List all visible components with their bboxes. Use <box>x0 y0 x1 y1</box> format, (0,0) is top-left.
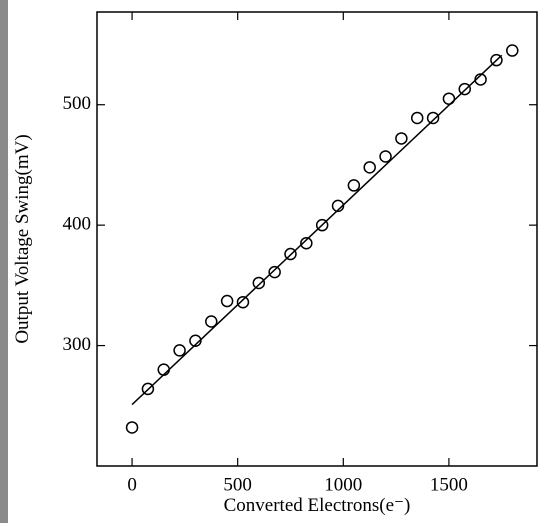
data-point <box>236 295 250 309</box>
data-point <box>363 161 376 174</box>
data-point <box>205 315 218 328</box>
background-strip <box>0 0 8 523</box>
data-point <box>157 363 170 376</box>
y-tick-label: 400 <box>63 214 92 235</box>
x-tick-label: 0 <box>127 474 137 495</box>
data-point <box>379 150 392 163</box>
plot-frame <box>96 11 538 467</box>
y-tick-label: 500 <box>63 93 92 114</box>
data-point <box>173 344 186 357</box>
data-point <box>426 111 440 125</box>
x-tick-label: 1500 <box>430 474 468 495</box>
data-point <box>300 236 313 250</box>
data-point <box>506 44 519 57</box>
data-point <box>125 421 139 434</box>
data-point <box>331 199 345 213</box>
y-axis-label: Output Voltage Swing(mV) <box>12 134 33 343</box>
x-axis-label: Converted Electrons(e⁻) <box>224 495 411 516</box>
x-tick-label: 500 <box>223 474 252 495</box>
data-point <box>252 276 266 290</box>
data-point <box>395 132 408 145</box>
y-tick-label: 300 <box>63 334 92 355</box>
data-point <box>410 111 424 125</box>
data-point <box>220 294 234 308</box>
data-point <box>347 179 361 192</box>
data-point <box>268 265 281 279</box>
data-point <box>189 334 202 348</box>
fit-line <box>131 54 503 406</box>
x-tick-label: 1000 <box>324 474 362 495</box>
data-point <box>442 92 456 105</box>
data-point <box>458 82 472 96</box>
data-point <box>474 73 487 86</box>
